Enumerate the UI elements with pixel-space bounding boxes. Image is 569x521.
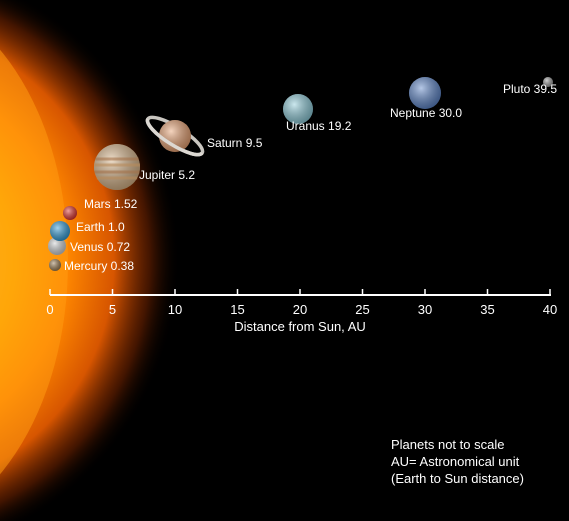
note-not-to-scale: Planets not to scale: [391, 437, 505, 452]
jupiter-band: [94, 170, 140, 174]
planet-label-mars: Mars 1.52: [84, 197, 138, 211]
x-tick-label-0: 0: [46, 302, 53, 317]
saturn-ring-front: [145, 118, 204, 157]
x-tick-label-5: 5: [109, 302, 116, 317]
planet-saturn: [145, 115, 205, 157]
planet-label-mercury: Mercury 0.38: [64, 259, 135, 273]
planet-uranus: [283, 94, 313, 124]
planet-label-pluto: Pluto 39.5: [503, 82, 558, 96]
planet-label-venus: Venus 0.72: [70, 240, 131, 254]
planet-saturn-shading: [159, 120, 191, 152]
x-tick-label-25: 25: [355, 302, 369, 317]
planet-earth-shading: [50, 221, 70, 241]
sun: [0, 49, 68, 475]
jupiter-band: [96, 176, 138, 180]
x-tick-label-35: 35: [480, 302, 494, 317]
planet-pluto: [543, 77, 553, 87]
notes-box: Planets not to scale AU= Astronomical un…: [391, 436, 524, 487]
planet-neptune: [409, 77, 441, 109]
planet-earth: [50, 221, 70, 241]
planet-venus: [48, 237, 66, 255]
planet-jupiter-shading: [94, 144, 140, 190]
planet-mercury-shading: [49, 259, 61, 271]
note-au-definition: AU= Astronomical unit: [391, 454, 520, 469]
axis-ticks: [49, 289, 551, 295]
jupiter-band: [94, 163, 140, 167]
planet-mercury: [49, 259, 61, 271]
planet-venus-shading: [48, 237, 66, 255]
x-tick-label-30: 30: [418, 302, 432, 317]
planet-mars-shading: [63, 206, 77, 220]
x-tick-label-10: 10: [168, 302, 182, 317]
planet-uranus-shading: [283, 94, 313, 124]
x-tick-label-20: 20: [293, 302, 307, 317]
planet-label-jupiter: Jupiter 5.2: [139, 168, 196, 182]
x-tick-label-40: 40: [543, 302, 557, 317]
planet-pluto-shading: [543, 77, 553, 87]
planet-mars: [63, 206, 77, 220]
x-axis-title: Distance from Sun, AU: [234, 319, 366, 334]
planet-label-earth: Earth 1.0: [76, 220, 125, 234]
planet-neptune-shading: [409, 77, 441, 109]
x-tick-label-15: 15: [230, 302, 244, 317]
planet-label-neptune: Neptune 30.0: [390, 106, 463, 120]
planet-label-saturn: Saturn 9.5: [207, 136, 263, 150]
planet-label-uranus: Uranus 19.2: [286, 119, 352, 133]
planet-jupiter: [94, 144, 140, 190]
note-au-explanation: (Earth to Sun distance): [391, 471, 524, 486]
axis-tick-labels: 0 5 10 15 20 25 30 35 40: [46, 302, 557, 317]
jupiter-band: [95, 157, 139, 161]
planets: [48, 77, 553, 271]
